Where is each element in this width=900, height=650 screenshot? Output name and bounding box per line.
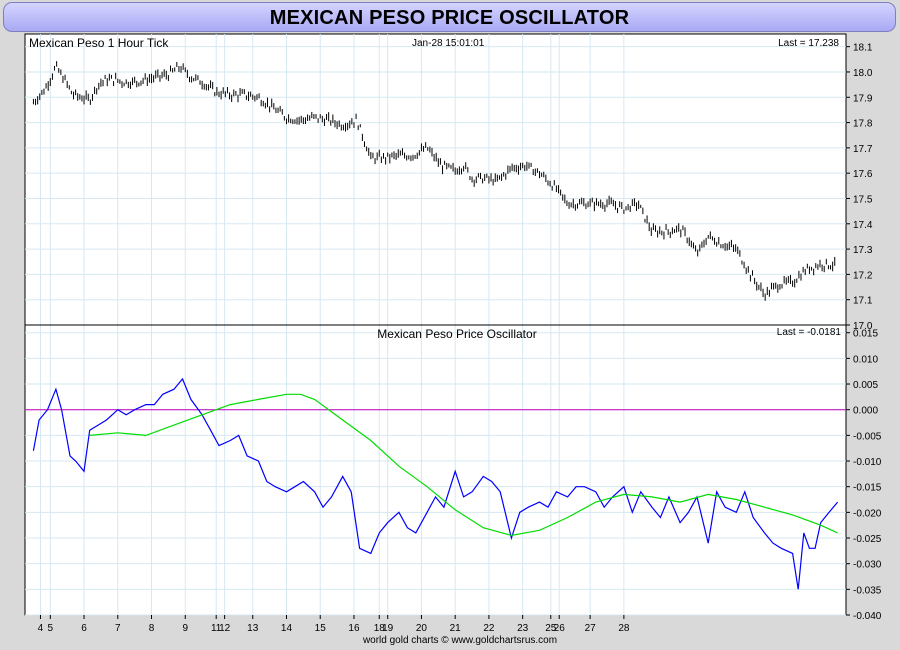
x-tick-label: 6 (81, 623, 87, 634)
x-tick-label: 16 (348, 623, 360, 634)
x-tick-label: 28 (618, 623, 630, 634)
price-y-tick-label: 17.9 (853, 93, 873, 104)
price-y-tick-label: 17.2 (853, 270, 873, 281)
x-tick-label: 27 (585, 623, 597, 634)
x-tick-label: 14 (281, 623, 293, 634)
x-tick-label: 23 (517, 623, 529, 634)
price-last-value: Last = 17.238 (778, 38, 839, 49)
x-tick-label: 4 (38, 623, 44, 634)
osc-y-tick-label: -0.040 (853, 611, 882, 622)
osc-y-tick-label: -0.030 (853, 560, 882, 571)
x-tick-label: 21 (450, 623, 462, 634)
price-y-tick-label: 17.5 (853, 194, 873, 205)
x-tick-label: 20 (416, 623, 428, 634)
price-panel-label: Mexican Peso 1 Hour Tick (29, 36, 169, 50)
osc-y-tick-label: -0.005 (853, 431, 882, 442)
x-tick-label: 11 (211, 623, 222, 634)
osc-y-tick-label: -0.035 (853, 585, 882, 596)
x-tick-label: 25 (545, 623, 557, 634)
price-y-tick-label: 17.4 (853, 220, 873, 231)
x-tick-label: 12 (219, 623, 231, 634)
x-tick-label: 15 (315, 623, 327, 634)
osc-y-tick-label: 0.015 (853, 329, 878, 340)
price-timestamp: Jan-28 15:01:01 (412, 38, 485, 49)
chart-title: MEXICAN PESO PRICE OSCILLATOR (269, 7, 630, 29)
x-tick-label: 19 (382, 623, 394, 634)
price-y-tick-label: 18.0 (853, 68, 873, 79)
price-y-tick-label: 17.1 (853, 296, 873, 307)
x-tick-label: 8 (149, 623, 155, 634)
price-series (32, 61, 836, 301)
price-y-tick-label: 17.6 (853, 169, 873, 180)
price-y-tick-label: 18.1 (853, 43, 873, 54)
osc-y-tick-label: 0.000 (853, 406, 878, 417)
osc-y-tick-label: -0.010 (853, 457, 882, 468)
x-tick-label: 18 (374, 623, 386, 634)
x-tick-label: 22 (483, 623, 495, 634)
x-tick-label: 5 (48, 623, 54, 634)
osc-y-tick-label: -0.015 (853, 483, 882, 494)
osc-y-tick-label: -0.020 (853, 508, 882, 519)
price-y-tick-label: 17.8 (853, 119, 873, 130)
footer-credit: world gold charts © www.goldchartsrus.co… (362, 635, 557, 646)
osc-y-tick-label: 0.010 (853, 354, 878, 365)
price-y-tick-label: 17.0 (853, 321, 873, 332)
osc-y-tick-label: -0.025 (853, 534, 882, 545)
price-y-axis: 18.1 18.0 17.9 17.8 17.7 17.6 17.5 17.4 17.3 17.2… (846, 43, 873, 332)
oscillator-last-value: Last = -0.0181 (777, 327, 842, 338)
oscillator-panel-label: Mexican Peso Price Oscillator (377, 327, 536, 341)
price-y-tick-label: 17.3 (853, 245, 873, 256)
x-tick-label: 26 (554, 623, 566, 634)
signal-series-line (89, 393, 838, 537)
oscillator-series-line (32, 377, 839, 590)
x-tick-label: 7 (115, 623, 121, 634)
osc-y-tick-label: 0.005 (853, 380, 878, 391)
price-y-tick-label: 17.7 (853, 144, 873, 155)
oscillator-y-axis: 0.015 0.010 0.005 0.000 -0.005 -0.010 -0.015 -0… (846, 329, 882, 622)
x-tick-label: 13 (247, 623, 259, 634)
x-tick-label: 9 (182, 623, 188, 634)
title-bar: MEXICAN PESO PRICE OSCILLATOR (3, 2, 896, 32)
